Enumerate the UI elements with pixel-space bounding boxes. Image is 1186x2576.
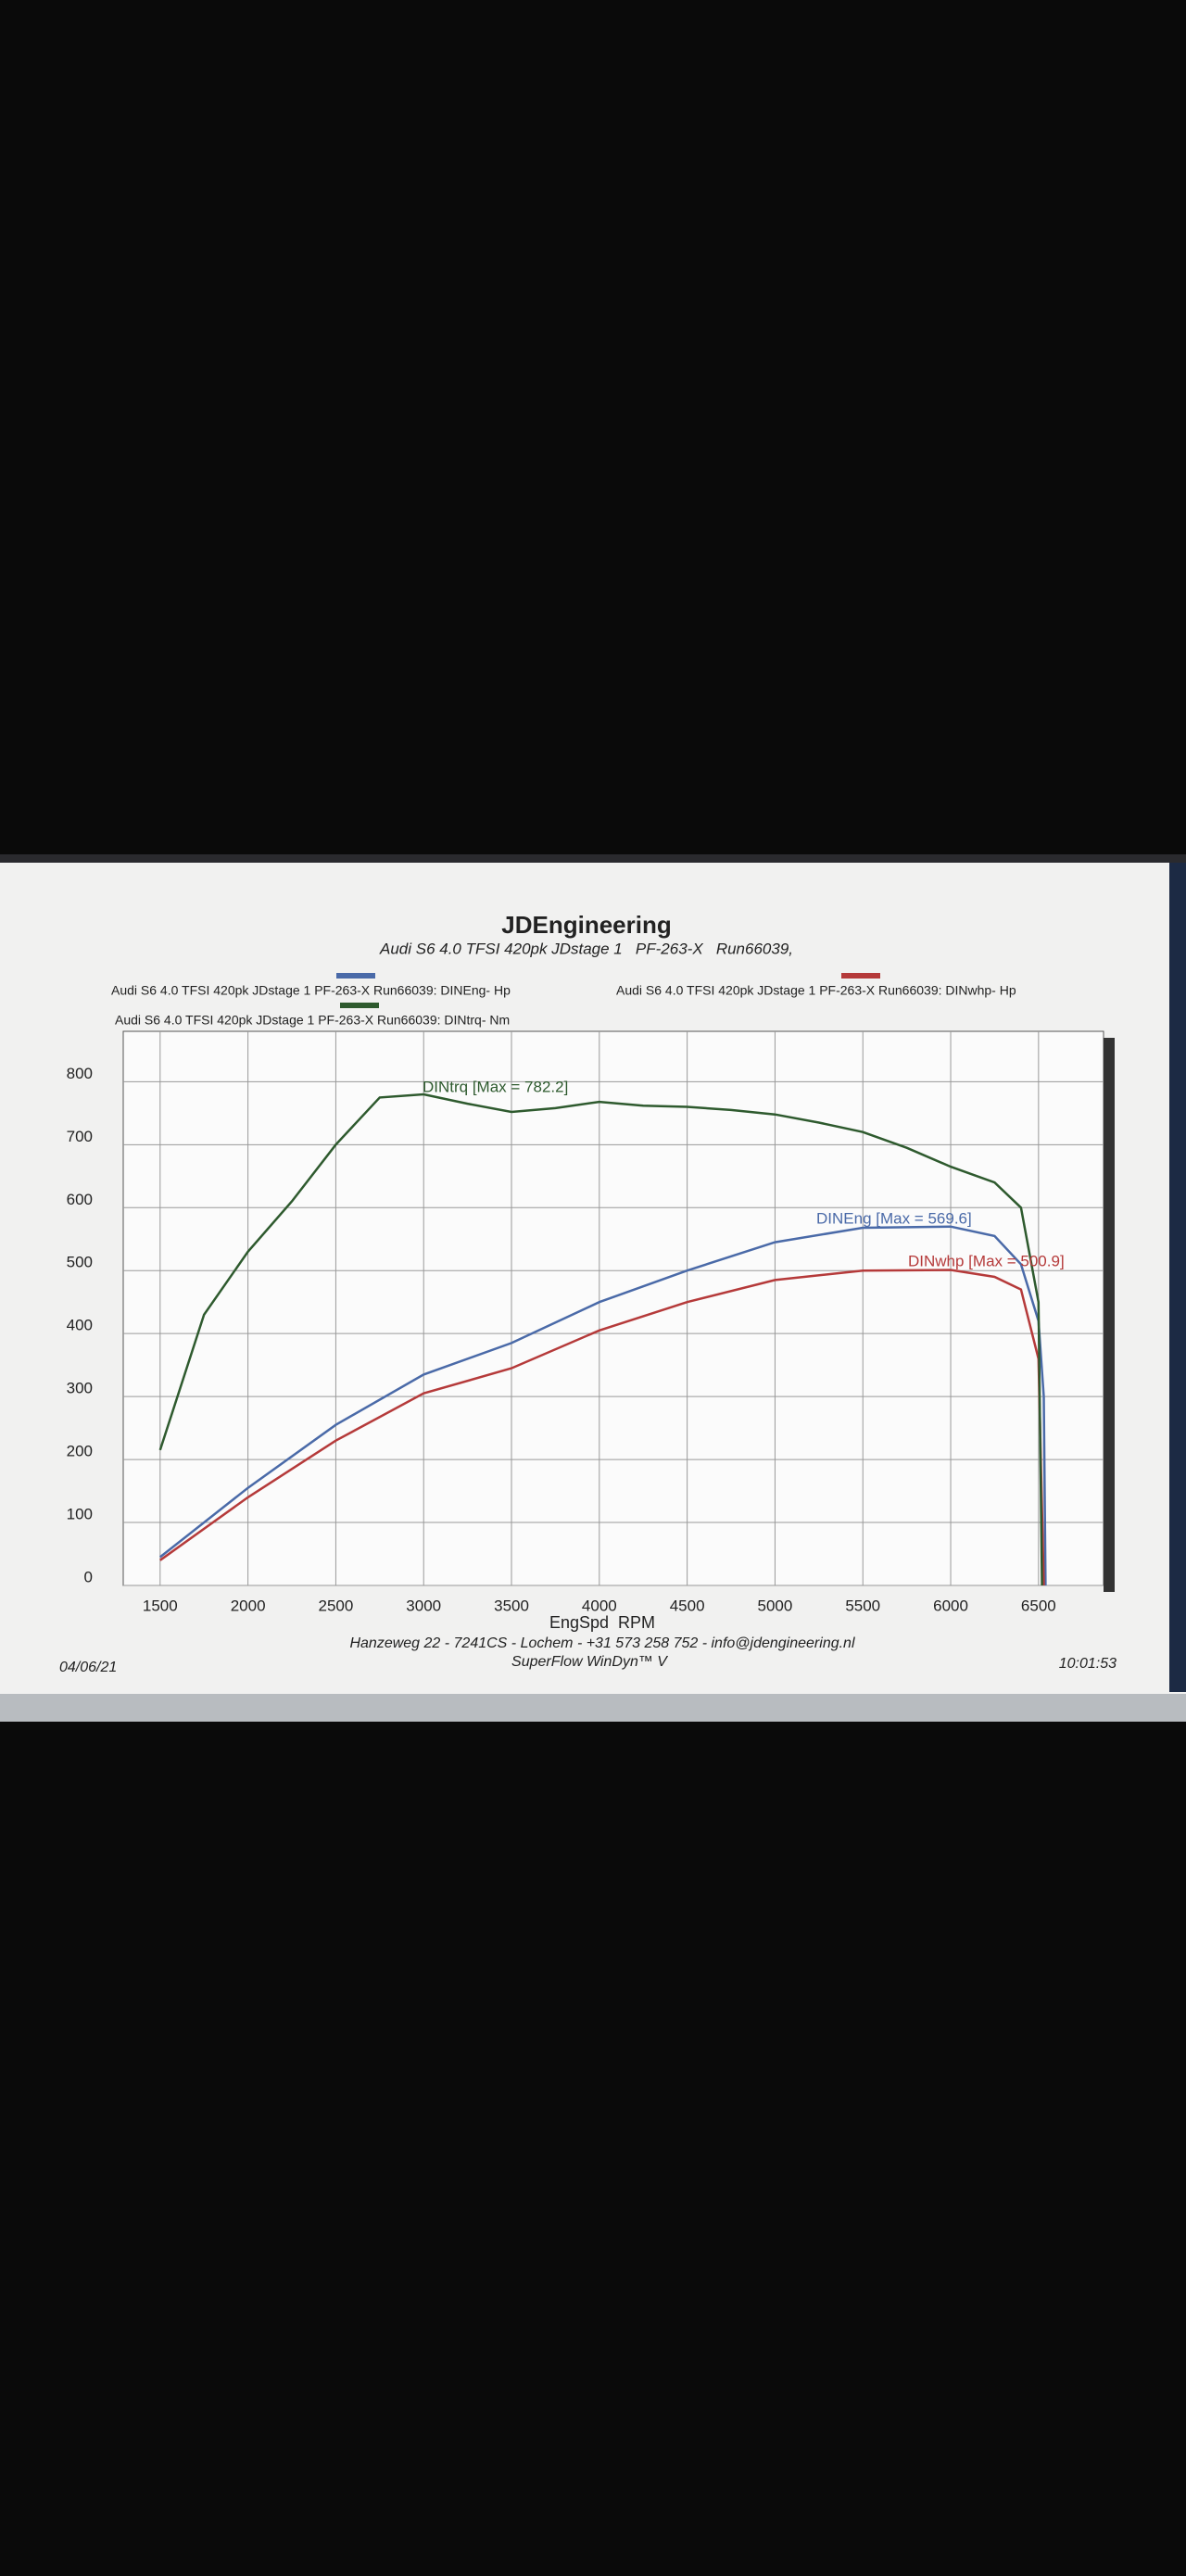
legend-label: Audi S6 4.0 TFSI 420pk JDstage 1 PF-263-… (115, 1013, 510, 1028)
x-axis-label: EngSpd RPM (549, 1613, 655, 1632)
plot-shadow (1104, 1038, 1115, 1592)
y-tick-label: 200 (67, 1443, 93, 1460)
y-tick-label: 500 (67, 1254, 93, 1271)
x-tick-label: 2000 (231, 1597, 266, 1614)
y-tick-label: 0 (84, 1568, 93, 1585)
paper-shadow (1169, 863, 1186, 1692)
x-tick-label: 4500 (670, 1597, 705, 1614)
y-tick-label: 300 (67, 1380, 93, 1397)
x-tick-label: 6500 (1021, 1597, 1056, 1614)
x-tick-label: 5000 (758, 1597, 793, 1614)
y-tick-label: 100 (67, 1506, 93, 1523)
y-tick-label: 700 (67, 1128, 93, 1145)
series-line (158, 1092, 1043, 1586)
x-tick-label: 6000 (933, 1597, 968, 1614)
annotation: DINtrq [Max = 782.2] (423, 1078, 568, 1095)
plot-area (122, 1030, 1104, 1586)
chart-subtitle: Audi S6 4.0 TFSI 420pk JDstage 1 PF-263-… (379, 940, 793, 957)
annotation: DINEng [Max = 569.6] (816, 1209, 972, 1227)
legend-label: Audi S6 4.0 TFSI 420pk JDstage 1 PF-263-… (111, 983, 511, 998)
legend-swatch (841, 973, 880, 979)
y-tick-label: 600 (67, 1191, 93, 1208)
footer-time: 10:01:53 (1059, 1656, 1117, 1672)
series-line (159, 1269, 1045, 1586)
x-tick-label: 3500 (494, 1597, 529, 1614)
y-tick-label: 400 (67, 1317, 93, 1334)
footer-address: Hanzeweg 22 - 7241CS - Lochem - +31 573 … (349, 1635, 854, 1651)
chart-title: JDEngineering (501, 911, 671, 939)
y-tick-label: 800 (67, 1065, 93, 1082)
x-tick-label: 2500 (319, 1597, 354, 1614)
x-tick-label: 1500 (143, 1597, 178, 1614)
annotation: DINwhp [Max = 500.9] (908, 1252, 1065, 1269)
paper-bottom (0, 1694, 1186, 1722)
legend-swatch (340, 1003, 379, 1008)
x-tick-label: 4000 (582, 1597, 617, 1614)
x-tick-label: 5500 (845, 1597, 880, 1614)
footer-software: SuperFlow WinDyn™ V (511, 1654, 668, 1670)
series-line (159, 1225, 1047, 1586)
paper-edge (0, 854, 1186, 864)
x-tick-label: 3000 (406, 1597, 441, 1614)
legend-label: Audi S6 4.0 TFSI 420pk JDstage 1 PF-263-… (616, 983, 1016, 998)
footer-date: 04/06/21 (59, 1660, 117, 1675)
legend-swatch (336, 973, 375, 979)
